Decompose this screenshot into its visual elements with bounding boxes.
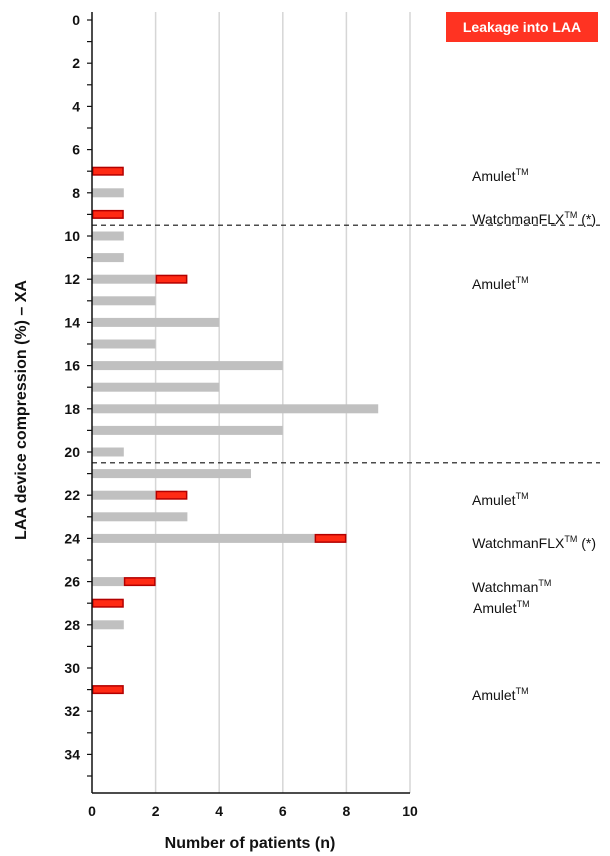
bar-no-leak: [92, 533, 315, 543]
y-tick-label: 30: [64, 660, 80, 676]
y-tick-label: 0: [72, 12, 80, 28]
bar-leak: [314, 533, 347, 543]
device-annotation: WatchmanTM: [472, 578, 551, 595]
device-annotation: AmuletTM: [473, 599, 530, 616]
device-annotation: AmuletTM: [472, 167, 529, 184]
bar-no-leak: [92, 339, 156, 349]
bar-no-leak: [92, 361, 283, 371]
y-axis-label: LAA device compression (%) – XA: [13, 280, 30, 540]
trademark-mark: TM: [515, 275, 529, 286]
trademark-mark: TM: [564, 534, 578, 545]
y-tick-label: 26: [64, 574, 80, 590]
annotation-suffix: (*): [577, 211, 596, 228]
y-tick-label: 6: [72, 142, 80, 158]
bar-no-leak: [92, 274, 156, 284]
bars: [92, 166, 379, 695]
y-tick-label: 4: [72, 98, 80, 114]
bar-no-leak: [92, 296, 156, 306]
trademark-mark: TM: [515, 685, 529, 696]
bar-leak: [92, 166, 124, 176]
y-tick-label: 12: [64, 271, 80, 287]
bar-leak: [123, 577, 156, 587]
bar-no-leak: [92, 382, 220, 392]
y-tick-label: 14: [64, 314, 80, 330]
device-name: Watchman: [472, 578, 539, 595]
y-tick-label: 32: [64, 703, 80, 719]
device-name: WatchmanFLX: [472, 211, 565, 228]
x-tick-label: 6: [279, 803, 287, 819]
x-tick-label: 8: [343, 803, 351, 819]
y-tick-label: 8: [72, 185, 80, 201]
trademark-mark: TM: [515, 167, 529, 178]
x-tick-label: 0: [88, 803, 96, 819]
device-name: Amulet: [472, 276, 516, 293]
trademark-mark: TM: [564, 210, 578, 221]
bar-no-leak: [92, 253, 124, 263]
trademark-mark: TM: [516, 599, 530, 610]
device-name: Amulet: [472, 492, 516, 509]
bar-no-leak: [92, 620, 124, 630]
y-tick-label: 16: [64, 358, 80, 374]
bar-no-leak: [92, 469, 251, 479]
bar-leak: [155, 274, 188, 284]
annotation-suffix: (*): [577, 535, 596, 552]
device-annotation: AmuletTM: [472, 686, 529, 703]
x-gridlines: [154, 12, 411, 793]
device-annotation: AmuletTM: [472, 491, 529, 508]
bar-no-leak: [92, 512, 188, 522]
x-axis-label: Number of patients (n): [165, 835, 336, 852]
y-tick-label: 28: [64, 617, 80, 633]
legend-leakage: Leakage into LAA: [446, 12, 598, 42]
bar-leak: [92, 685, 124, 695]
y-tick-label: 20: [64, 444, 80, 460]
group-separators: [92, 224, 600, 464]
device-name: WatchmanFLX: [472, 535, 565, 552]
bar-no-leak: [92, 188, 124, 198]
bar-no-leak: [92, 577, 124, 587]
device-name: Amulet: [472, 686, 516, 703]
trademark-mark: TM: [515, 491, 529, 502]
device-annotation: WatchmanFLXTM (*): [472, 210, 596, 227]
bar-no-leak: [92, 490, 156, 500]
device-annotation: AmuletTM: [472, 275, 529, 292]
x-tick-label: 10: [402, 803, 418, 819]
y-tick-label: 22: [64, 487, 80, 503]
device-name: Amulet: [472, 168, 516, 185]
bar-no-leak: [92, 447, 124, 457]
device-annotation: WatchmanFLXTM (*): [472, 534, 596, 551]
y-tick-label: 18: [64, 401, 80, 417]
bar-no-leak: [92, 404, 379, 414]
axes: [87, 12, 410, 794]
legend-label: Leakage into LAA: [462, 19, 582, 35]
trademark-mark: TM: [538, 577, 552, 588]
y-tick-label: 24: [64, 530, 80, 546]
x-tick-label: 2: [152, 803, 160, 819]
bar-leak: [92, 598, 124, 608]
bar-no-leak: [92, 425, 283, 435]
bar-no-leak: [92, 317, 220, 327]
bar-leak: [155, 490, 188, 500]
y-tick-label: 34: [64, 746, 80, 762]
bar-no-leak: [92, 231, 124, 241]
y-tick-label: 2: [72, 55, 80, 71]
bar-leak: [92, 209, 124, 219]
device-name: Amulet: [473, 600, 517, 617]
y-tick-label: 10: [64, 228, 80, 244]
x-tick-label: 4: [215, 803, 223, 819]
